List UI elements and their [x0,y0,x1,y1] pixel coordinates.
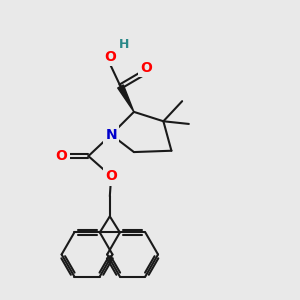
Text: N: N [105,128,117,142]
Text: H: H [119,38,130,51]
Polygon shape [118,85,134,112]
Text: O: O [140,61,152,75]
Text: O: O [104,50,116,64]
Text: O: O [105,169,117,183]
Text: O: O [56,149,68,163]
